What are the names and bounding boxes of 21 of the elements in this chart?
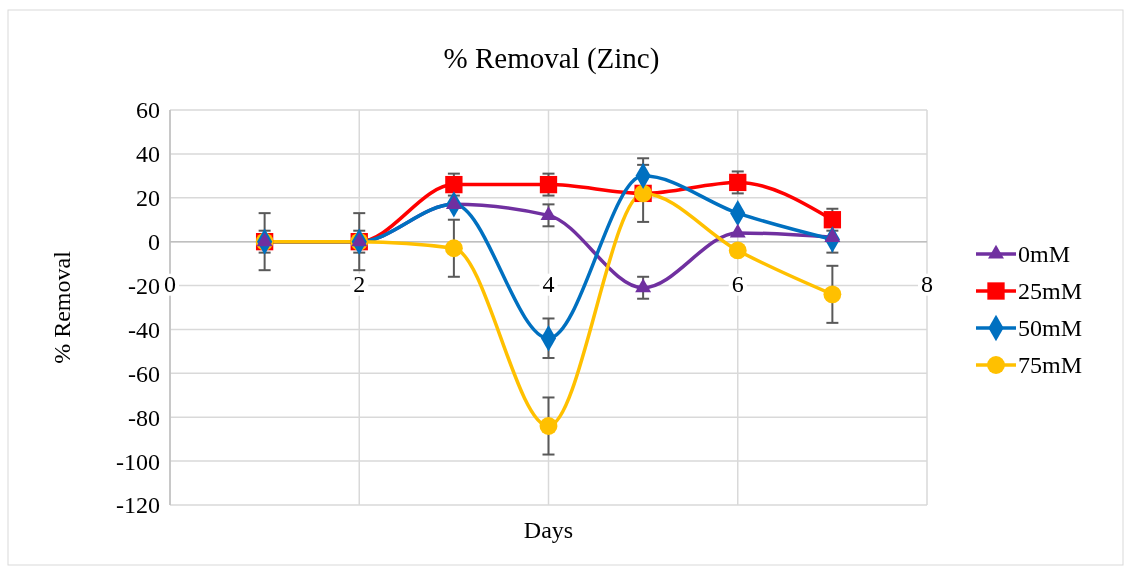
legend-label: 50mM — [1018, 315, 1083, 342]
x-axis-title: Days — [523, 517, 574, 543]
y-tick-label: 0 — [148, 229, 160, 256]
y-tick-label: -60 — [128, 360, 160, 387]
x-tick-label: 8 — [921, 270, 933, 297]
legend-label: 0mM — [1018, 241, 1071, 268]
chart-title: % Removal (Zinc) — [443, 42, 660, 75]
y-tick-label: 40 — [136, 141, 160, 168]
y-tick-label: 20 — [136, 185, 160, 212]
y-tick-label: -80 — [128, 404, 160, 431]
x-tick-label: 6 — [731, 270, 744, 297]
legend-label: 75mM — [1018, 352, 1083, 379]
legend-label: 25mM — [1018, 278, 1083, 305]
y-axis-title: % Removal — [49, 250, 75, 364]
y-tick-label: -100 — [116, 448, 160, 475]
x-tick-label: 4 — [542, 270, 555, 297]
y-tick-label: -20 — [128, 272, 160, 299]
y-tick-label: -120 — [116, 492, 160, 519]
y-tick-label: -40 — [128, 316, 160, 343]
y-tick-label: 60 — [136, 97, 160, 124]
x-tick-label: 2 — [353, 270, 366, 297]
